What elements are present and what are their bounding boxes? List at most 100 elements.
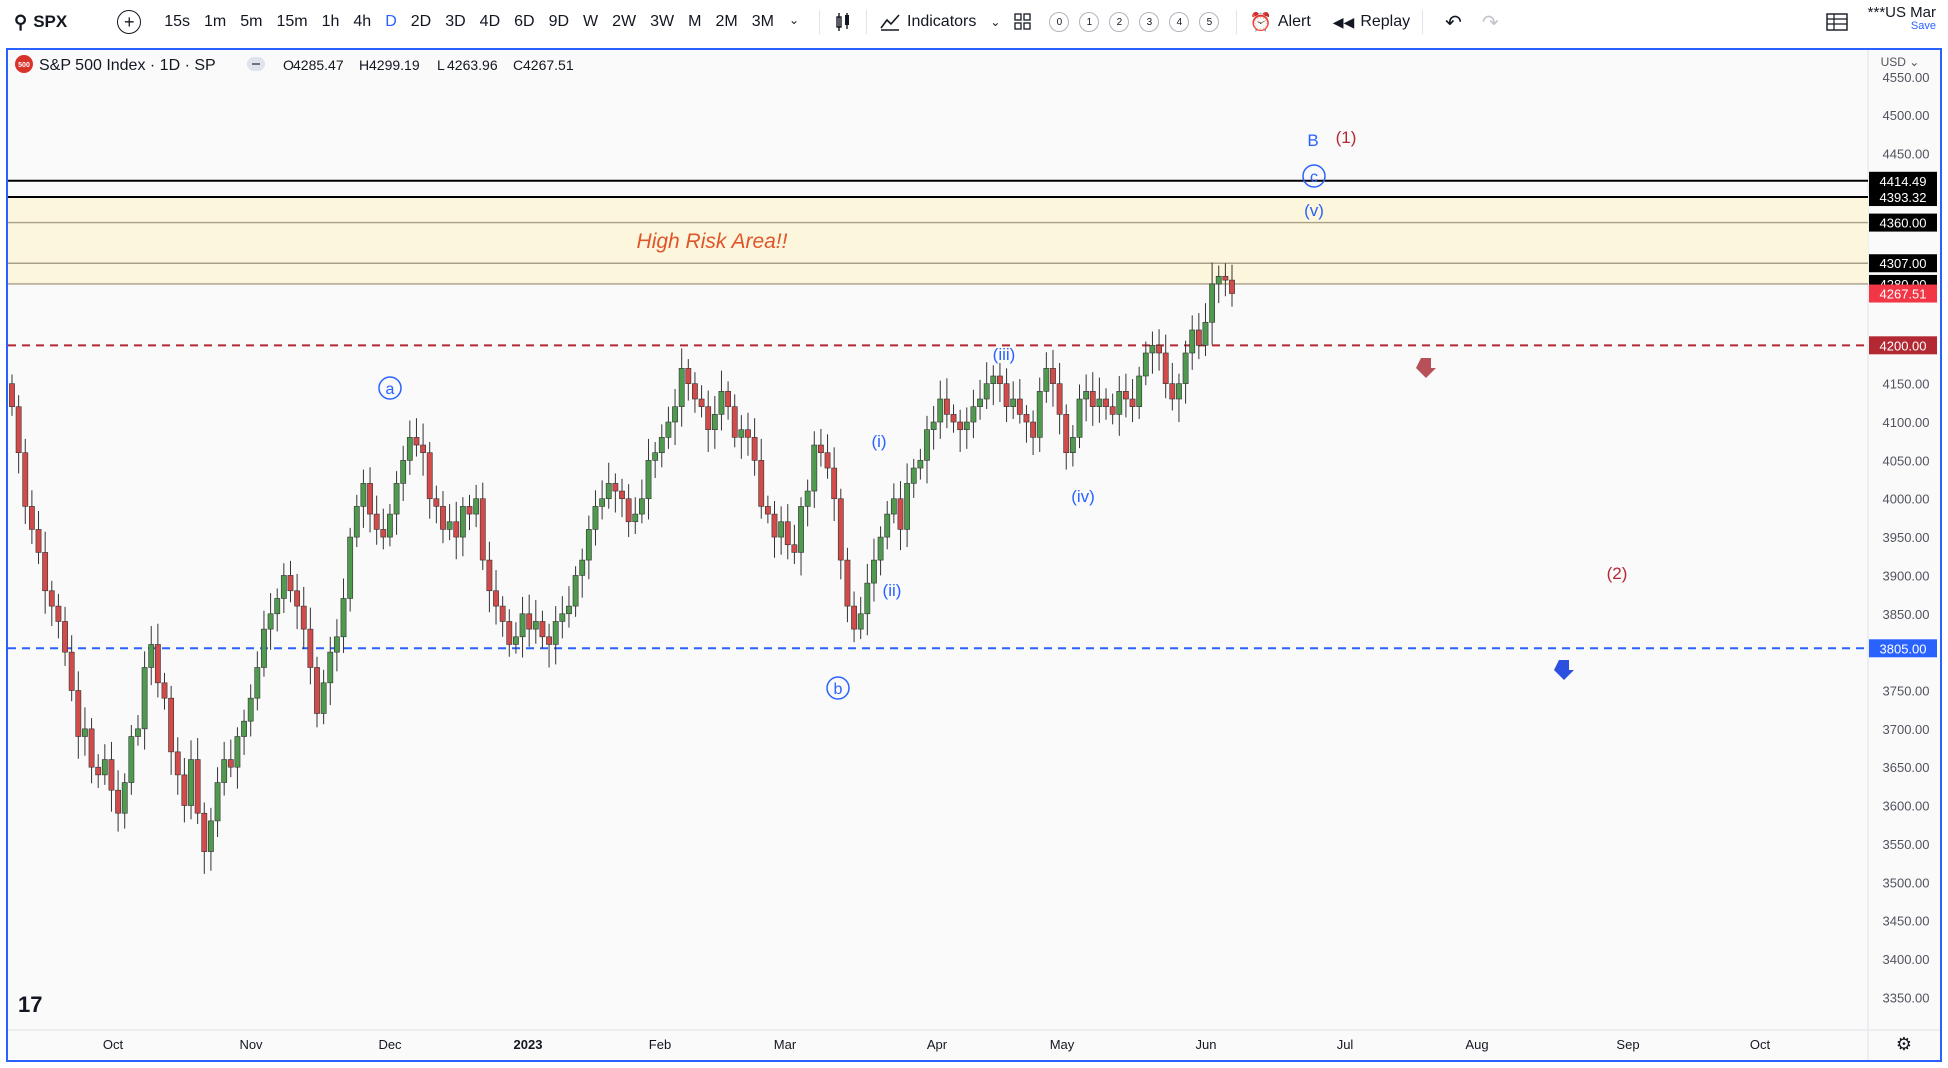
chart-type-button[interactable]: [832, 0, 854, 44]
layout-name-area[interactable]: ***US Mar Save: [1868, 4, 1936, 32]
candle-body: [1089, 391, 1096, 407]
candle-body: [546, 636, 552, 645]
candle-body: [718, 391, 725, 415]
symbol-search[interactable]: ⚲ SPX: [14, 0, 67, 44]
candle-body: [738, 429, 745, 438]
candle-body: [963, 421, 970, 430]
interval-1m[interactable]: 1m: [204, 13, 227, 30]
candle-body: [479, 498, 486, 561]
undo-icon: ↶: [1445, 11, 1462, 34]
time-tick: Jun: [1196, 1037, 1217, 1052]
candle-body: [585, 529, 592, 561]
replay-button[interactable]: ◀◀ Replay: [1333, 0, 1410, 44]
candle-body: [367, 483, 373, 515]
wave-label: (1): [1336, 128, 1357, 147]
interval-d[interactable]: D: [385, 13, 397, 30]
interval-2w[interactable]: 2W: [612, 13, 637, 30]
legend-title: S&P 500 Index · 1D · SP: [39, 57, 216, 74]
candle-body: [798, 506, 804, 553]
candle-body: [1076, 398, 1083, 438]
candle-body: [267, 613, 274, 630]
candle-body: [725, 391, 731, 407]
intervals-chevron-icon[interactable]: ⌄: [788, 13, 799, 27]
candle-body: [108, 759, 115, 791]
candle-body: [373, 513, 380, 530]
price-level-label: 4393.32: [1880, 190, 1927, 205]
price-tick: 3700.00: [1883, 722, 1930, 737]
layout-slot-4[interactable]: 4: [1169, 12, 1190, 32]
tradingview-logo-icon[interactable]: 17: [18, 992, 42, 1017]
price-level-label: 3805.00: [1880, 641, 1927, 656]
interval-2m[interactable]: 2M: [715, 13, 738, 30]
candle-body: [161, 682, 168, 699]
candle-body: [625, 498, 632, 523]
legend-o-value: 4285.47: [293, 57, 344, 73]
candle-body: [579, 559, 586, 576]
replay-label: Replay: [1360, 13, 1411, 30]
layout-slot-3[interactable]: 3: [1139, 12, 1160, 32]
wave-label: (i): [871, 432, 886, 451]
chevron-down-icon[interactable]: ⌄: [990, 15, 1001, 29]
price-level-tag: [1869, 213, 1937, 232]
interval-9d[interactable]: 9D: [548, 13, 570, 30]
interval-6d[interactable]: 6D: [514, 13, 535, 30]
redo-icon: ↷: [1481, 11, 1499, 34]
layout-slot-0[interactable]: 0: [1049, 12, 1070, 32]
candle-body: [811, 444, 818, 492]
currency-label[interactable]: USD ⌄: [1881, 55, 1920, 69]
interval-w[interactable]: W: [583, 13, 599, 30]
candle-body: [513, 636, 519, 645]
alert-button[interactable]: ⏰ Alert: [1249, 0, 1310, 44]
wave-label: c: [1310, 169, 1318, 186]
interval-4d[interactable]: 4D: [479, 13, 501, 30]
time-tick: Oct: [103, 1037, 124, 1052]
candle-body: [638, 498, 645, 515]
candle-body: [68, 651, 75, 691]
undo-button[interactable]: ↶: [1435, 0, 1472, 44]
data-window-button[interactable]: [1826, 0, 1848, 44]
settings-gear-icon[interactable]: ⚙: [1896, 1034, 1912, 1054]
candle-body: [400, 460, 407, 484]
interval-2d[interactable]: 2D: [410, 13, 432, 30]
interval-5m[interactable]: 5m: [240, 13, 263, 30]
price-level-tag: [1869, 284, 1937, 303]
top-toolbar: ⚲ SPX + 15s 1m 5m 15m 1h 4h D 2D 3D 4D 6D 9D W 2W 3W M 2M…: [0, 0, 1948, 44]
legend-h-value: 4299.19: [369, 57, 420, 73]
candle-body: [241, 720, 247, 737]
interval-3w[interactable]: 3W: [650, 13, 675, 30]
candle-body: [154, 644, 161, 684]
layout-slot-1[interactable]: 1: [1079, 12, 1100, 32]
candle-body: [486, 559, 493, 592]
add-symbol-icon[interactable]: +: [117, 10, 142, 34]
candle-body: [1162, 352, 1169, 384]
time-tick: May: [1050, 1037, 1075, 1052]
interval-15m[interactable]: 15m: [276, 13, 308, 30]
price-level-label: 4414.49: [1880, 174, 1927, 189]
interval-3d[interactable]: 3D: [445, 13, 466, 30]
layouts-button[interactable]: [1014, 0, 1032, 44]
price-level-tag: [1869, 254, 1937, 273]
candle-body: [1215, 275, 1222, 285]
save-button[interactable]: Save: [1910, 20, 1936, 32]
layout-slot-2[interactable]: 2: [1109, 12, 1130, 32]
candle-body: [937, 398, 944, 423]
candle-body: [592, 506, 599, 530]
price-tick: 4500.00: [1883, 108, 1930, 123]
interval-4h[interactable]: 4h: [353, 13, 372, 30]
interval-1h[interactable]: 1h: [321, 13, 340, 30]
candle-body: [499, 605, 506, 622]
interval-m[interactable]: M: [688, 13, 702, 30]
indicators-button[interactable]: Indicators ⌄: [879, 0, 1000, 44]
redo-button[interactable]: ↷: [1472, 0, 1509, 44]
candle-body: [406, 437, 413, 461]
candle-body: [619, 490, 625, 500]
interval-list: 15s 1m 5m 15m 1h 4h D 2D 3D 4D 6D 9D W 2W 3W M 2M 3M ⌄: [157, 13, 807, 31]
down-arrow-red: [1416, 358, 1436, 378]
candle-body: [678, 368, 685, 407]
interval-15s[interactable]: 15s: [164, 13, 191, 30]
price-tick: 4150.00: [1883, 377, 1930, 392]
interval-3m[interactable]: 3M: [751, 13, 774, 30]
layout-slot-5[interactable]: 5: [1199, 12, 1220, 32]
candle-body: [943, 398, 950, 415]
